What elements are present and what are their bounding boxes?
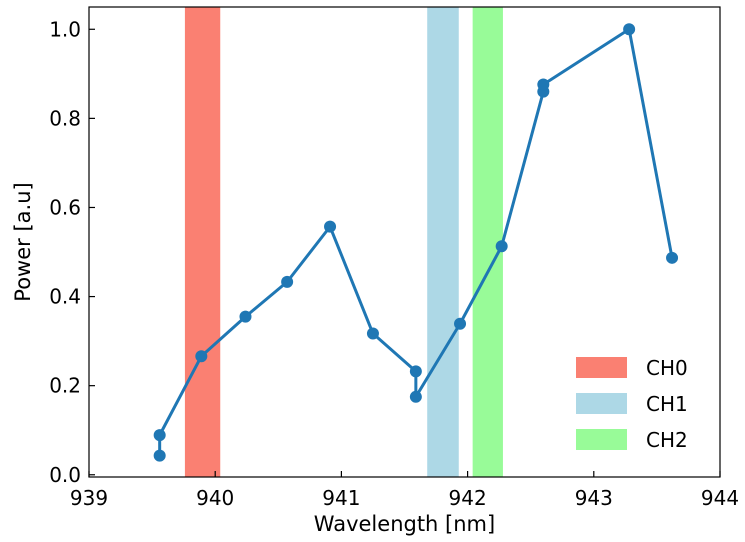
data-series [153, 23, 679, 462]
data-point [454, 317, 467, 330]
x-tick-label: 943 [575, 486, 613, 510]
legend-swatch-ch1 [576, 393, 627, 414]
legend-label: CH2 [646, 428, 688, 452]
y-axis: 0.0 0.2 0.4 0.6 0.8 1.0 [49, 17, 95, 487]
y-tick-label: 0.4 [49, 285, 81, 309]
data-point [153, 449, 166, 462]
data-point [324, 220, 337, 233]
y-tick-label: 0.2 [49, 374, 81, 398]
legend-label: CH1 [646, 392, 688, 416]
x-tick-label: 941 [322, 486, 360, 510]
data-point [195, 350, 208, 363]
legend-swatch-ch2 [576, 429, 627, 450]
band-ch1 [427, 7, 459, 477]
channel-bands [184, 7, 503, 477]
y-tick-label: 0.0 [49, 463, 81, 487]
x-tick-label: 944 [701, 486, 739, 510]
data-point [409, 365, 422, 378]
x-tick-label: 942 [449, 486, 487, 510]
band-ch0 [184, 7, 221, 477]
data-point [623, 23, 636, 36]
x-tick-label: 940 [196, 486, 234, 510]
y-axis-label: Power [a.u] [11, 182, 35, 301]
data-point [666, 251, 679, 264]
data-point [409, 390, 422, 403]
data-point [495, 240, 508, 253]
x-axis-label: Wavelength [nm] [314, 512, 495, 536]
y-tick-label: 0.8 [49, 106, 81, 130]
data-point [281, 275, 294, 288]
plot-frame [88, 6, 721, 478]
data-point [239, 310, 252, 323]
x-tick-label: 939 [70, 486, 108, 510]
y-tick-label: 0.6 [49, 195, 81, 219]
x-axis: 939 940 941 942 943 944 [70, 471, 739, 510]
data-point [366, 327, 379, 340]
legend: CH0 CH1 CH2 [576, 356, 688, 452]
legend-label: CH0 [646, 356, 688, 380]
legend-swatch-ch0 [576, 357, 627, 378]
data-point [153, 429, 166, 442]
data-point [537, 78, 550, 91]
y-tick-label: 1.0 [49, 17, 81, 41]
